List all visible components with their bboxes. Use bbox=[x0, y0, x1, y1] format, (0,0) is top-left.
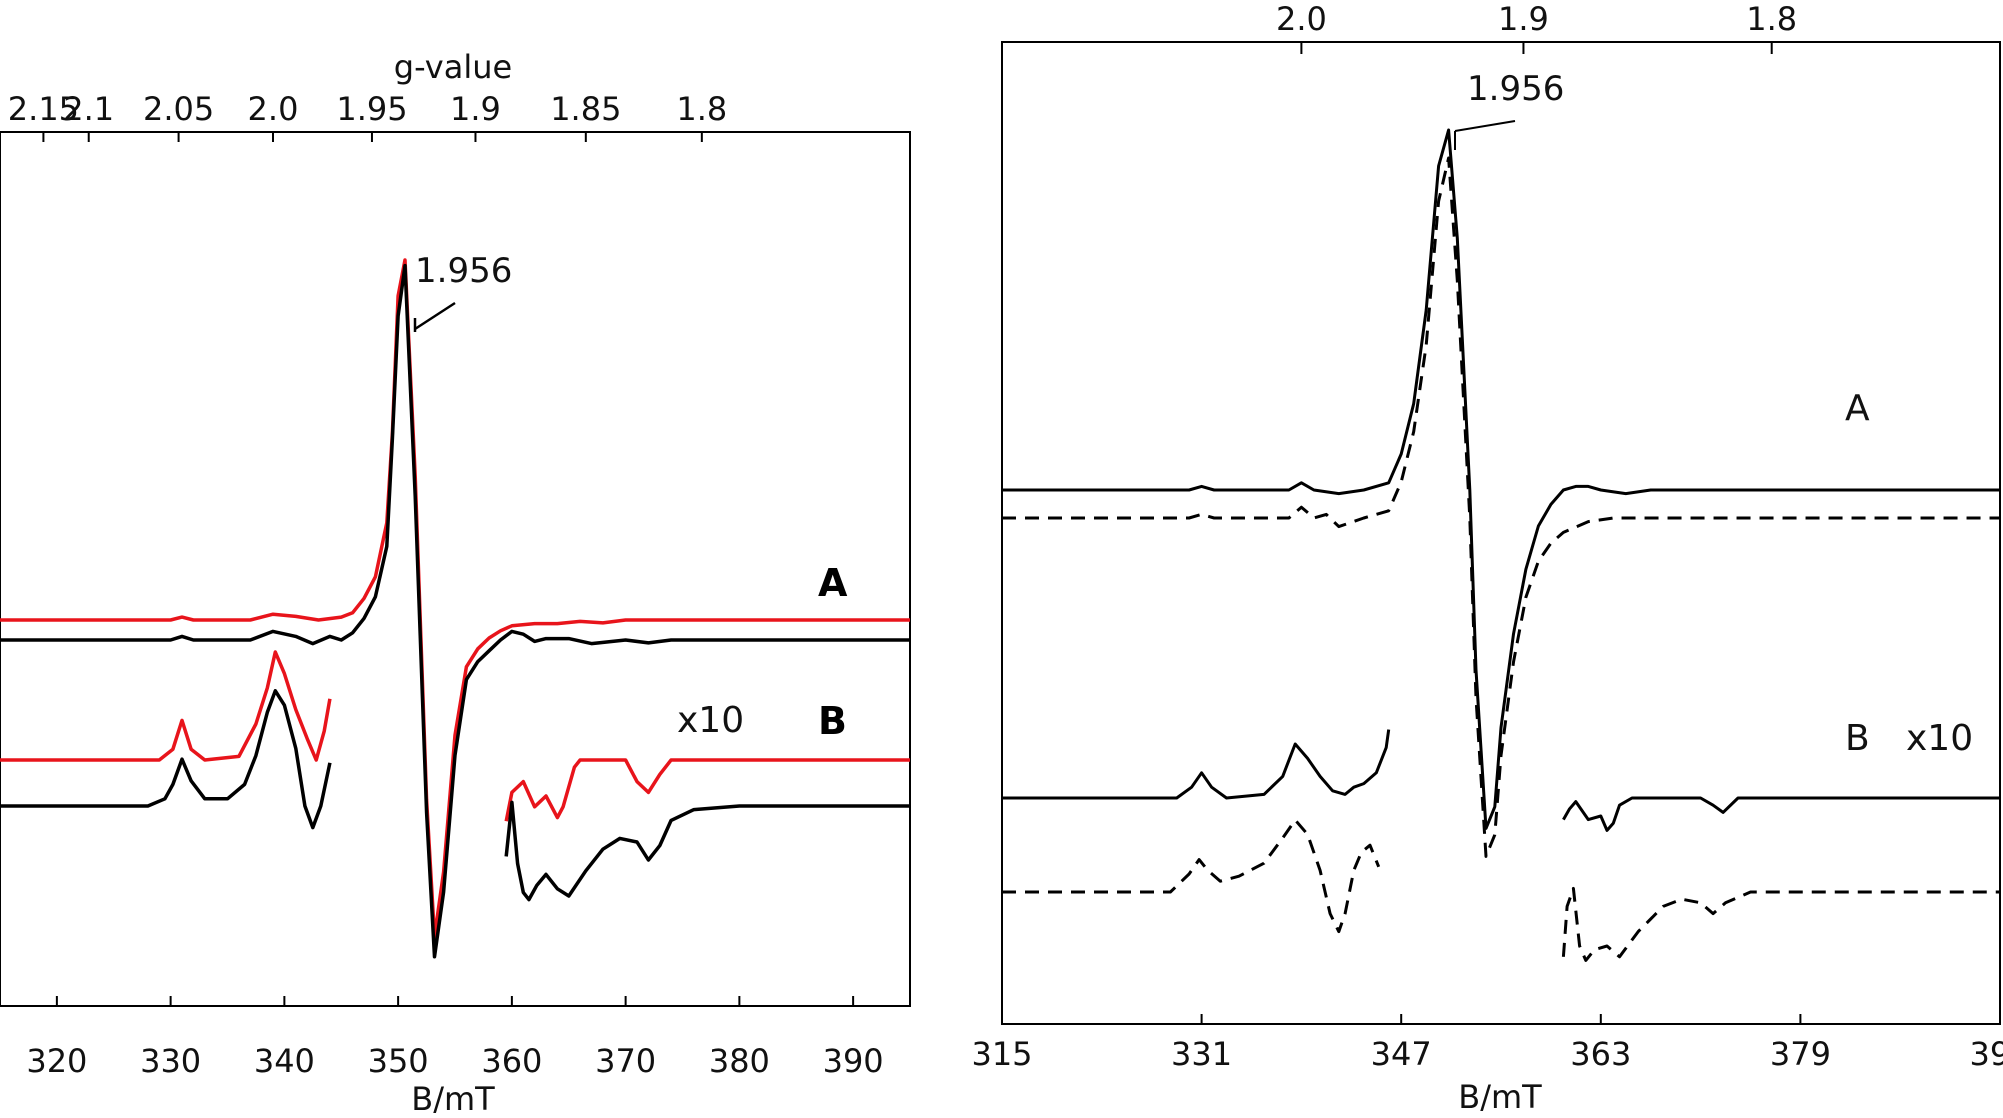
right-series-B-dashed-part2 bbox=[1561, 886, 2000, 962]
right-series-A-solid bbox=[1002, 128, 2000, 830]
right-g-tick-label: 1.8 bbox=[1746, 0, 1797, 38]
left-x-tick-label: 340 bbox=[254, 1042, 315, 1080]
left-g-marker-line bbox=[414, 301, 456, 331]
right-x-tick-label: 315 bbox=[971, 1035, 1032, 1073]
right-label-a: A bbox=[1845, 388, 1870, 429]
left-g-tick-label: 1.95 bbox=[336, 90, 407, 128]
left-g-tick-label: 2.0 bbox=[248, 90, 299, 128]
left-g-ticks: 2.152.1 2.05 2.0 1.95 1.9 1.85 1.8 bbox=[8, 90, 727, 142]
left-series-group bbox=[0, 258, 910, 959]
right-x-tick-label: 363 bbox=[1570, 1035, 1631, 1073]
left-x-tick-label: 330 bbox=[140, 1042, 201, 1080]
left-g-tick-label: 1.85 bbox=[550, 90, 621, 128]
left-x-tick-label: 370 bbox=[595, 1042, 656, 1080]
left-x-tick-label: 390 bbox=[823, 1042, 884, 1080]
left-series-A-black bbox=[0, 263, 910, 959]
left-g-tick-label: 1.8 bbox=[676, 90, 727, 128]
left-x-tick-label: 320 bbox=[26, 1042, 87, 1080]
left-series-B-red-part2 bbox=[504, 758, 910, 822]
left-x-tick-label: 360 bbox=[481, 1042, 542, 1080]
left-g-tick-label: 1.9 bbox=[450, 90, 501, 128]
right-x-tick-label: 395 bbox=[1969, 1035, 2003, 1073]
right-g-marker-line bbox=[1454, 120, 1516, 132]
right-scale-x10: x10 bbox=[1906, 718, 1973, 759]
right-x-axis-label: B/mT bbox=[1458, 1078, 1542, 1116]
right-series-B-solid-part1 bbox=[1002, 729, 1391, 800]
left-label-b: B bbox=[818, 699, 847, 743]
right-x-ticks: 315 331 347 363 379 395 bbox=[971, 1014, 2003, 1073]
right-x-tick-label: 347 bbox=[1371, 1035, 1432, 1073]
left-epr-panel: g-value B/mT 320 330 340 350 360 370 380 390 2.… bbox=[0, 48, 911, 1118]
left-x-ticks: 320 330 340 350 360 370 380 390 bbox=[26, 996, 884, 1080]
left-x-tick-label: 350 bbox=[368, 1042, 429, 1080]
left-x-tick-label: 380 bbox=[709, 1042, 770, 1080]
right-epr-panel: B/mT 315331347363379395 2.01.91.8 1.956 … bbox=[971, 0, 2003, 1116]
right-x-tick-label: 331 bbox=[1171, 1035, 1232, 1073]
left-series-B-red-part1 bbox=[0, 650, 332, 762]
right-g-tick-label: 2.0 bbox=[1276, 0, 1327, 38]
left-g-tick-label: 2.15 bbox=[8, 90, 79, 128]
right-g-annotation: 1.956 bbox=[1467, 69, 1564, 109]
right-series-B-solid-part2 bbox=[1562, 796, 2000, 832]
left-label-a: A bbox=[818, 561, 848, 605]
right-x-tick-label: 379 bbox=[1770, 1035, 1831, 1073]
right-plot-frame bbox=[1001, 41, 2001, 1025]
right-series-B-dashed-part1 bbox=[1002, 818, 1381, 934]
left-g-annotation: 1.956 bbox=[415, 251, 512, 291]
left-series-B-black-part1 bbox=[0, 689, 332, 830]
right-series-A-dashed bbox=[1002, 156, 2000, 858]
right-series-group bbox=[1002, 128, 2000, 962]
right-label-b: B bbox=[1845, 718, 1870, 759]
left-series-A-red bbox=[0, 258, 910, 939]
left-g-tick-label: 2.1 bbox=[63, 90, 114, 128]
left-scale-x10: x10 bbox=[677, 700, 744, 741]
left-g-tick-label: 2.05 bbox=[143, 90, 214, 128]
left-series-B-black-part2 bbox=[504, 800, 910, 902]
left-x-axis-label: B/mT bbox=[411, 1080, 495, 1118]
right-g-tick-label: 1.9 bbox=[1498, 0, 1549, 38]
left-top-axis-label: g-value bbox=[394, 48, 512, 86]
right-g-ticks: 2.0 1.9 1.8 bbox=[1276, 0, 1797, 54]
left-plot-frame bbox=[0, 131, 911, 1007]
